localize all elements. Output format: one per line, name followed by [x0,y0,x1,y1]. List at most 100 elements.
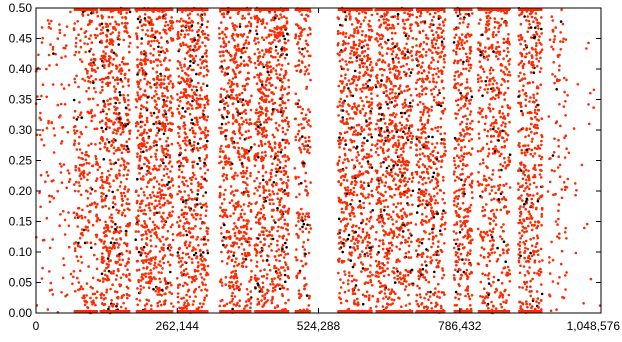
data-point [136,199,139,203]
data-point [91,303,94,306]
data-point [94,157,98,160]
data-point [115,173,118,177]
data-point [136,63,139,67]
data-point [201,97,204,101]
data-point [367,171,370,175]
data-point [166,89,170,92]
data-point [112,85,116,88]
data-point [362,65,365,68]
data-point [257,170,260,174]
data-point-secondary [346,237,350,241]
data-point [245,300,248,303]
data-point [159,164,162,167]
data-point [163,109,166,112]
data-point [259,80,263,83]
data-point-secondary [162,98,165,102]
data-point [188,12,192,15]
data-point [369,74,373,77]
data-point [116,78,119,81]
data-point [297,216,300,220]
data-point [219,94,223,98]
data-point [106,81,110,84]
data-point [339,176,343,179]
data-point-secondary [360,221,363,225]
data-point [148,81,152,85]
data-point [136,136,139,140]
data-point [191,29,194,32]
data-point [105,35,109,38]
data-point [277,225,280,229]
data-point [61,276,65,280]
data-point [344,139,347,142]
data-point-secondary [232,254,235,257]
data-point [205,36,209,40]
data-point-secondary [239,56,243,59]
data-point [240,191,244,195]
data-point [270,18,273,22]
data-point [122,62,126,66]
data-point [239,98,242,101]
data-point [367,155,371,159]
data-point [364,11,368,15]
data-point [230,139,233,142]
data-point [307,230,311,234]
data-point [119,12,123,15]
data-point [278,271,282,275]
data-point [369,280,373,284]
data-point [145,173,148,176]
data-point [143,222,147,225]
data-point [88,97,91,101]
data-point [191,166,195,169]
data-point [191,198,194,201]
data-point [352,167,356,170]
data-point [242,43,246,46]
data-point [365,268,369,271]
data-point [120,203,124,207]
data-point [155,103,158,106]
data-point [166,260,170,264]
data-point [158,83,161,87]
data-point [128,294,131,297]
data-point [340,139,343,142]
data-point [299,293,303,296]
data-point [48,194,51,198]
data-point-secondary [190,24,194,27]
data-point-secondary [200,206,203,209]
data-point [269,242,273,246]
data-point [184,43,188,46]
data-point [366,47,370,50]
data-point [306,33,310,37]
data-point-secondary [366,139,369,142]
data-point [240,208,244,212]
data-point [341,218,345,221]
data-point [244,239,248,243]
data-point [260,132,264,136]
data-point-secondary [370,135,374,139]
data-point [286,252,290,256]
data-point [352,212,355,215]
data-point [234,269,238,273]
data-point [125,273,128,277]
data-point [137,230,140,233]
data-point [358,170,362,173]
data-point [140,133,143,137]
data-point [224,122,228,126]
data-point [256,20,260,24]
data-point [95,162,98,166]
data-point [149,145,152,149]
data-point [197,264,200,268]
data-point [225,262,229,265]
data-point [205,230,208,233]
data-point [349,191,352,195]
data-point [284,73,287,76]
data-point [353,299,356,302]
data-point [236,12,240,15]
data-point [338,155,341,159]
data-point [204,126,207,129]
data-point [349,82,352,86]
data-point [254,186,257,190]
data-point [118,38,121,41]
data-point-secondary [392,164,396,167]
data-point [368,220,371,223]
data-point [297,220,300,223]
